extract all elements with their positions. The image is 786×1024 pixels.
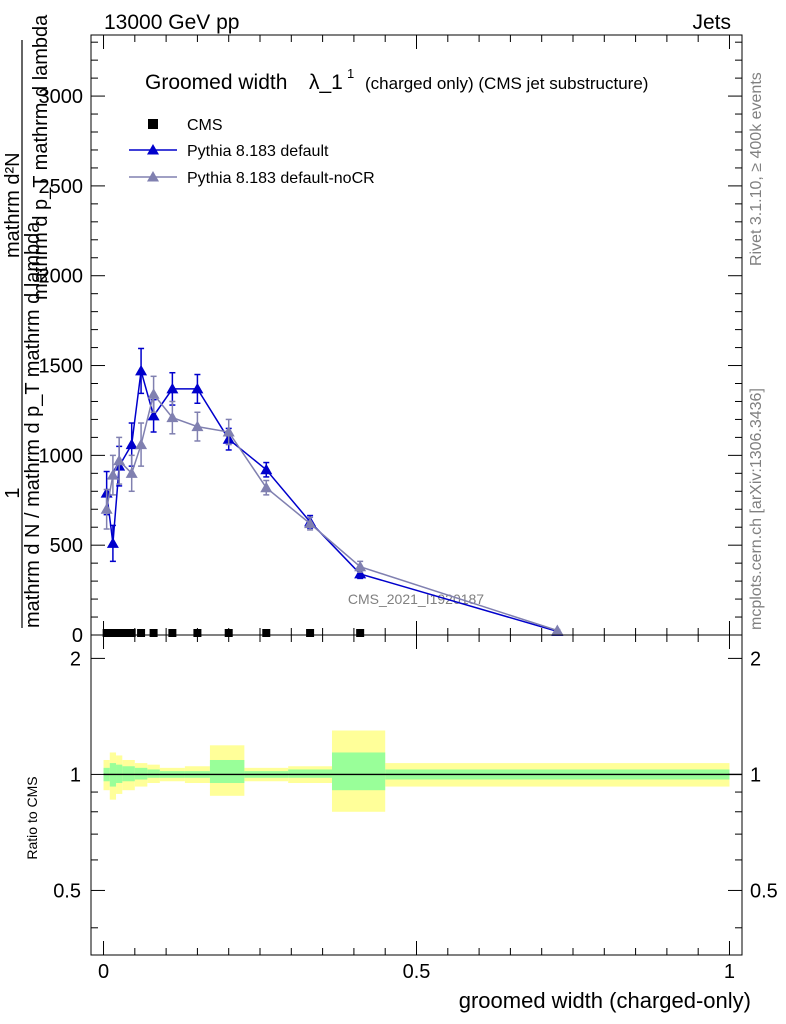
data-point bbox=[304, 517, 317, 529]
data-point bbox=[135, 364, 148, 376]
data-point bbox=[102, 629, 111, 637]
legend-marker bbox=[147, 171, 159, 182]
ratio-ytick-label: 2 bbox=[70, 648, 81, 670]
legend-label: Pythia 8.183 default-noCR bbox=[187, 170, 375, 187]
main-plot: 0 500 1000 1500 2000 2500 3000 bbox=[39, 34, 743, 647]
main-ytick-label: 3000 bbox=[39, 86, 84, 108]
data-point bbox=[147, 409, 160, 421]
ratio-ylabel: Ratio to CMS bbox=[24, 776, 40, 859]
title-lambda: λ_1 bbox=[309, 71, 343, 94]
data-point bbox=[100, 503, 113, 514]
series-2 bbox=[100, 375, 564, 636]
watermark: CMS_2021_I1920187 bbox=[348, 591, 484, 607]
data-point bbox=[149, 629, 158, 637]
data-point bbox=[137, 629, 146, 637]
series-0 bbox=[102, 629, 365, 637]
data-point bbox=[113, 454, 126, 466]
header-left: 13000 GeV pp bbox=[104, 11, 239, 34]
ratio-ytick-label: 1 bbox=[70, 764, 81, 786]
ratio-plot: 0 0.5 1 0.5 0.5 1 1 2 2 bbox=[53, 634, 778, 983]
data-point bbox=[191, 382, 204, 394]
rivet-label: Rivet 3.1.10, ≥ 400k events bbox=[748, 72, 765, 266]
main-ytick-label: 2500 bbox=[39, 176, 84, 198]
data-point bbox=[166, 411, 179, 423]
main-ytick-label: 500 bbox=[50, 535, 83, 557]
ratio-ytick-label-right: 1 bbox=[750, 764, 761, 786]
data-point bbox=[354, 560, 367, 572]
ratio-xtick-label: 1 bbox=[724, 961, 735, 983]
main-ytick-label: 1500 bbox=[39, 356, 84, 378]
ratio-ytick-label-right: 0.5 bbox=[750, 880, 778, 902]
main-ytick-label: 0 bbox=[72, 625, 83, 647]
data-point bbox=[260, 481, 273, 493]
ylabel-left-denominator: mathrm d N / mathrm d p_T mathrm d lambd… bbox=[22, 221, 44, 628]
ratio-band-green-11 bbox=[331, 752, 386, 791]
data-point bbox=[106, 469, 119, 480]
legend-label: Pythia 8.183 default bbox=[187, 143, 329, 160]
title-main: Groomed width bbox=[145, 71, 287, 94]
data-point bbox=[262, 629, 271, 637]
main-ytick-label: 1000 bbox=[39, 445, 84, 467]
ratio-xtick-label: 0.5 bbox=[403, 961, 431, 983]
data-point bbox=[166, 382, 179, 394]
data-point bbox=[354, 567, 367, 579]
data-point bbox=[147, 388, 160, 399]
legend-label: CMS bbox=[187, 117, 223, 134]
data-point bbox=[125, 467, 138, 478]
legend-marker bbox=[147, 144, 159, 155]
ratio-ytick-label-right: 2 bbox=[750, 648, 761, 670]
legend-marker bbox=[148, 119, 158, 129]
xlabel: groomed width (charged-only) bbox=[459, 988, 751, 1013]
data-point bbox=[125, 438, 138, 450]
plot-title: Groomed width λ_1 1 (charged only) (CMS … bbox=[145, 66, 648, 94]
ratio-band-green-3 bbox=[122, 766, 135, 782]
mcplots-label: mcplots.cern.ch [arXiv:1306.3436] bbox=[748, 388, 765, 630]
ylabel-right-numerator: mathrm d²N bbox=[2, 152, 24, 258]
data-point bbox=[260, 463, 273, 475]
data-point bbox=[106, 537, 119, 548]
ratio-band-green-10 bbox=[288, 769, 332, 778]
main-ytick-label: 2000 bbox=[39, 266, 84, 288]
legend: CMS Pythia 8.183 default Pythia 8.183 defa… bbox=[129, 117, 375, 187]
ratio-band-green-4 bbox=[134, 767, 148, 780]
data-point bbox=[222, 426, 235, 437]
data-point bbox=[224, 629, 233, 637]
data-point bbox=[108, 629, 117, 637]
data-point bbox=[306, 629, 315, 637]
title-sup: 1 bbox=[347, 66, 354, 81]
ratio-band-green-5 bbox=[147, 769, 160, 778]
data-point bbox=[168, 629, 177, 637]
data-point bbox=[191, 420, 204, 432]
header-right: Jets bbox=[692, 11, 731, 34]
ylabel-right-denominator: mathrm d p_T mathrm d lambda bbox=[30, 14, 52, 300]
ratio-xtick-label: 0 bbox=[98, 961, 109, 983]
data-point bbox=[193, 629, 202, 637]
title-sub: (charged only) (CMS jet substructure) bbox=[365, 74, 648, 93]
data-point bbox=[121, 629, 130, 637]
data-point bbox=[115, 629, 124, 637]
data-point bbox=[135, 438, 148, 450]
data-point bbox=[356, 629, 365, 637]
data-point bbox=[127, 629, 136, 637]
ratio-band-green-8 bbox=[209, 759, 245, 784]
ratio-ytick-label: 0.5 bbox=[53, 880, 81, 902]
ylabel-left-numerator: 1 bbox=[2, 487, 24, 498]
data-point bbox=[551, 624, 564, 636]
